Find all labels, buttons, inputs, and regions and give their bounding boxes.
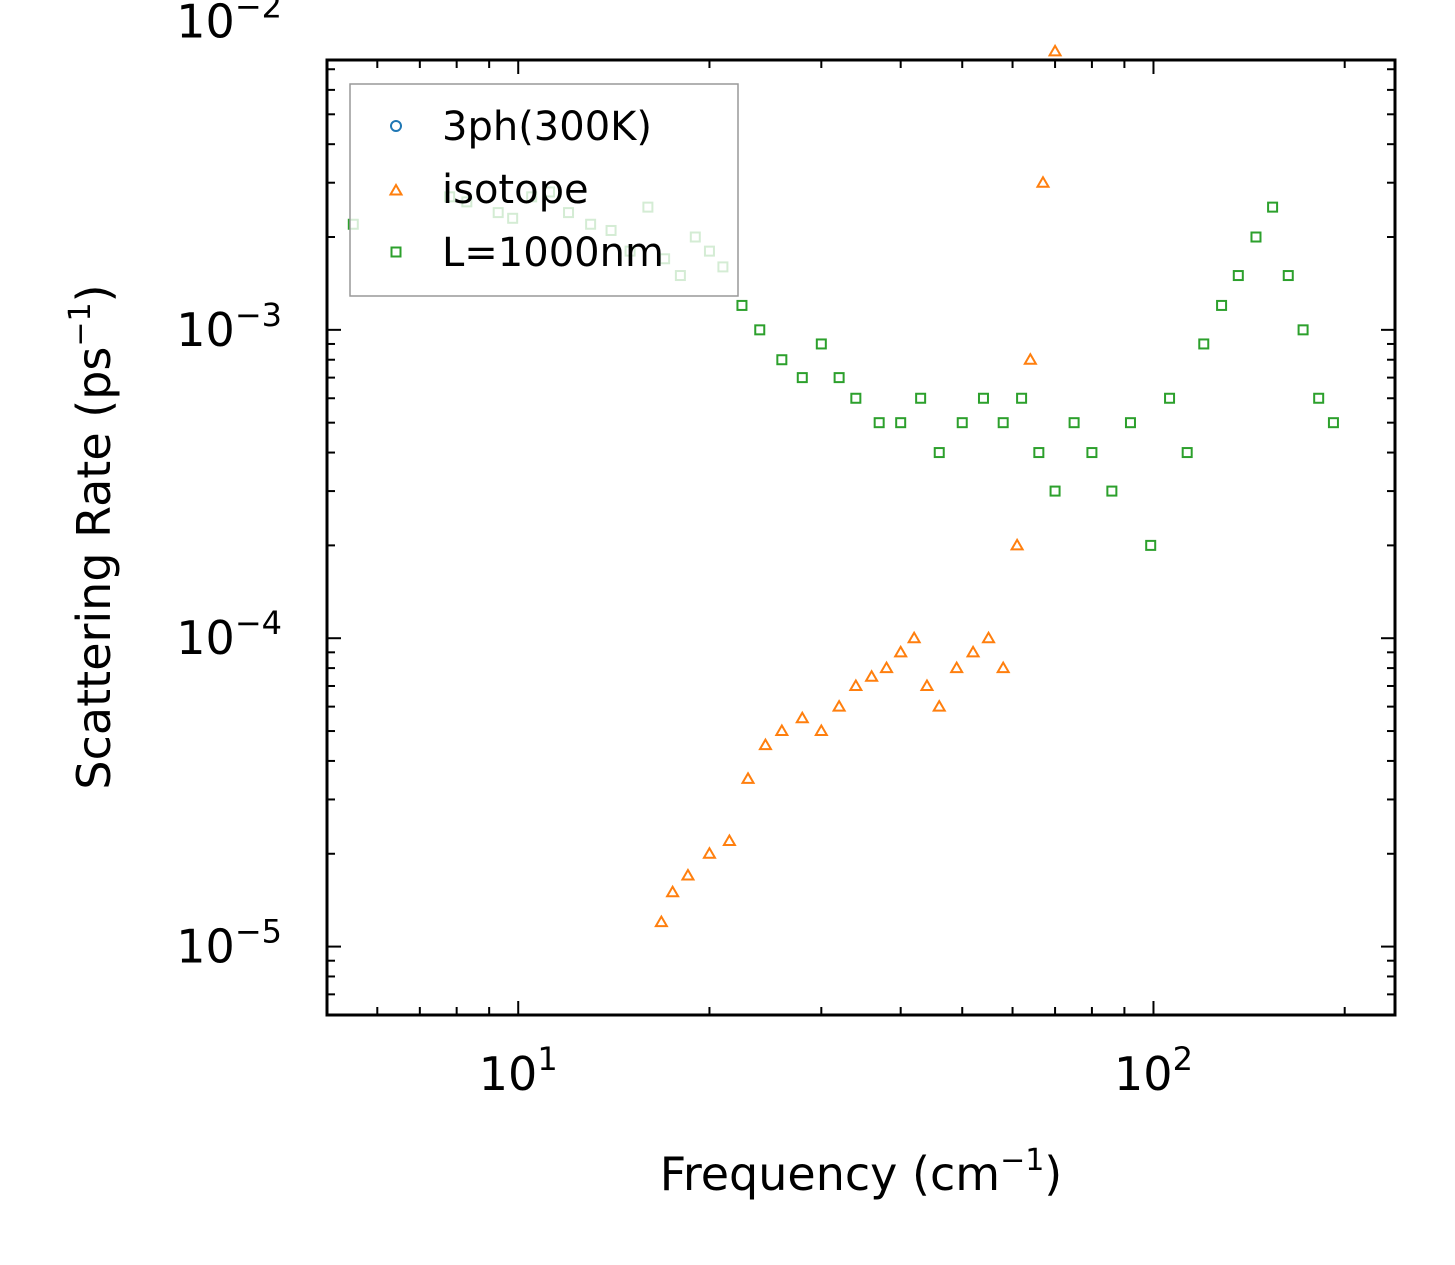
point-square-17 bbox=[736, 299, 748, 311]
y-tick-label: 10−4 bbox=[176, 604, 282, 665]
point-square-24 bbox=[873, 417, 885, 429]
y-tick-label-exp: −3 bbox=[235, 296, 282, 334]
y-axis-unit: ps bbox=[67, 347, 121, 400]
point-square-29 bbox=[977, 392, 989, 404]
point-square-23 bbox=[850, 392, 862, 404]
point-triangle-5 bbox=[740, 771, 756, 784]
point-square-33 bbox=[1049, 485, 1061, 497]
point-square-34 bbox=[1068, 417, 1080, 429]
plot-frame bbox=[325, 58, 1397, 1017]
point-triangle-21 bbox=[995, 660, 1011, 674]
point-square-38 bbox=[1145, 539, 1157, 551]
point-triangle-6 bbox=[758, 737, 773, 751]
x-axis-unit: cm bbox=[930, 1147, 1000, 1201]
y-tick-label: 10−3 bbox=[176, 296, 282, 357]
point-square-41 bbox=[1198, 338, 1210, 350]
point-triangle-17 bbox=[932, 699, 947, 712]
point-square-40 bbox=[1181, 447, 1193, 459]
point-triangle-19 bbox=[965, 644, 981, 658]
y-tick-label-base: 10 bbox=[176, 920, 235, 974]
point-square-46 bbox=[1282, 270, 1294, 282]
point-square-42 bbox=[1216, 299, 1228, 311]
point-square-25 bbox=[895, 417, 907, 429]
point-triangle-20 bbox=[981, 630, 996, 644]
point-square-44 bbox=[1250, 231, 1262, 243]
point-square-47 bbox=[1297, 324, 1309, 336]
point-triangle-7 bbox=[774, 723, 790, 737]
point-triangle-10 bbox=[831, 699, 847, 712]
point-triangle-1 bbox=[665, 884, 680, 898]
x-axis-unit-exp: −1 bbox=[1000, 1143, 1044, 1178]
point-square-20 bbox=[796, 372, 808, 384]
point-triangle-8 bbox=[795, 710, 810, 724]
y-tick-label-exp: −4 bbox=[235, 604, 282, 642]
point-square-49 bbox=[1327, 417, 1339, 429]
point-triangle-14 bbox=[893, 644, 908, 658]
y-tick-label-exp: −5 bbox=[235, 913, 282, 951]
point-triangle-9 bbox=[814, 723, 829, 737]
legend-box bbox=[349, 83, 739, 297]
x-axis-label: Frequency (cm−1) bbox=[660, 1143, 1063, 1201]
point-triangle-24 bbox=[1035, 175, 1051, 188]
point-square-37 bbox=[1124, 417, 1136, 429]
point-square-36 bbox=[1106, 485, 1118, 497]
y-tick-label-exp: −2 bbox=[235, 0, 282, 25]
x-tick-label: 101 bbox=[479, 1040, 558, 1101]
point-square-22 bbox=[833, 372, 845, 384]
legend-marker-3ph bbox=[390, 120, 402, 132]
point-triangle-11 bbox=[848, 678, 864, 691]
x-tick-label-base: 10 bbox=[479, 1047, 538, 1101]
point-square-19 bbox=[776, 354, 788, 366]
series-1 bbox=[654, 43, 1063, 928]
point-triangle-15 bbox=[906, 630, 922, 644]
point-square-45 bbox=[1267, 201, 1279, 213]
y-axis-unit-exp: −1 bbox=[63, 302, 98, 346]
y-axis-label: Scattering Rate (ps−1) bbox=[63, 284, 121, 789]
point-triangle-25 bbox=[1047, 43, 1063, 57]
point-square-32 bbox=[1033, 447, 1045, 459]
point-triangle-13 bbox=[879, 660, 894, 674]
legend-marker-l1000 bbox=[390, 246, 402, 258]
point-square-31 bbox=[1016, 392, 1028, 404]
point-square-35 bbox=[1086, 447, 1098, 459]
point-square-18 bbox=[754, 324, 766, 336]
x-tick-label-exp: 1 bbox=[537, 1040, 557, 1078]
y-tick-label-base: 10 bbox=[176, 0, 235, 48]
x-tick-label: 102 bbox=[1114, 1040, 1193, 1101]
legend-label-3ph: 3ph(300K) bbox=[442, 104, 652, 150]
y-axis-label-text: Scattering Rate bbox=[67, 432, 121, 789]
y-tick-label: 10−5 bbox=[176, 913, 282, 974]
legend-label-l1000: L=1000nm bbox=[442, 230, 664, 276]
y-tick-label: 10−2 bbox=[176, 0, 282, 48]
point-triangle-23 bbox=[1023, 352, 1038, 365]
point-triangle-4 bbox=[722, 833, 737, 846]
x-tick-label-base: 10 bbox=[1114, 1047, 1173, 1101]
x-tick-label-exp: 2 bbox=[1173, 1040, 1193, 1078]
point-triangle-22 bbox=[1009, 537, 1025, 551]
y-tick-label-base: 10 bbox=[176, 303, 235, 357]
point-square-39 bbox=[1164, 392, 1176, 404]
point-square-21 bbox=[815, 338, 827, 350]
point-triangle-18 bbox=[949, 660, 964, 674]
point-square-30 bbox=[997, 417, 1009, 429]
point-triangle-3 bbox=[702, 846, 717, 859]
x-axis-label-text: Frequency bbox=[660, 1147, 898, 1201]
point-square-28 bbox=[956, 417, 968, 429]
legend-marker-isotope bbox=[388, 183, 404, 196]
point-square-26 bbox=[915, 392, 927, 404]
point-triangle-2 bbox=[680, 868, 696, 881]
point-triangle-0 bbox=[654, 914, 669, 928]
y-tick-label-base: 10 bbox=[176, 611, 235, 665]
legend-label-isotope: isotope bbox=[442, 167, 589, 213]
point-square-27 bbox=[933, 447, 945, 459]
point-square-43 bbox=[1232, 270, 1244, 282]
point-triangle-16 bbox=[919, 678, 935, 691]
point-triangle-12 bbox=[864, 669, 879, 682]
point-square-48 bbox=[1313, 392, 1325, 404]
legend: 3ph(300K) isotope L=1000nm bbox=[349, 83, 739, 297]
